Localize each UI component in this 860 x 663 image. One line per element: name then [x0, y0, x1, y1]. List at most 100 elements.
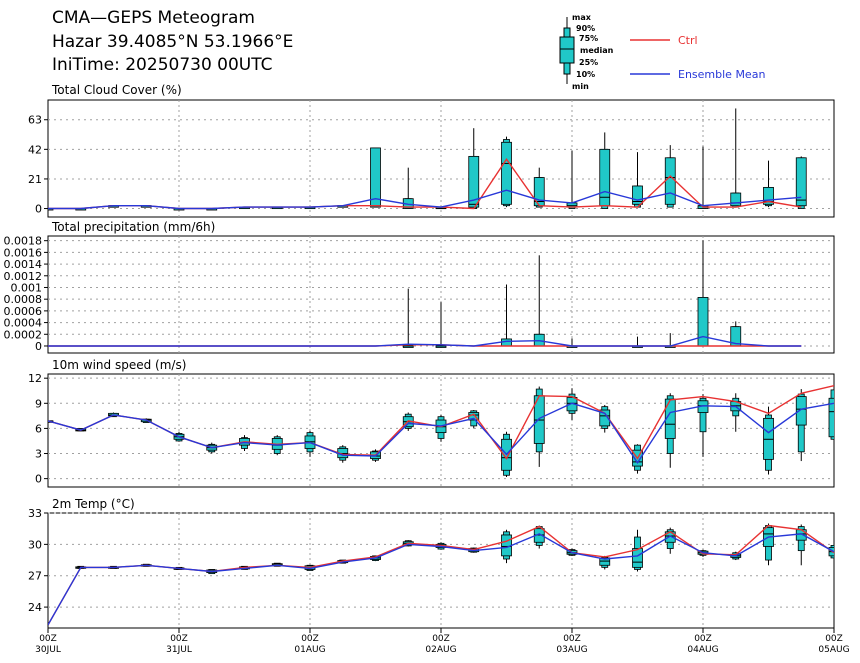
box-iqr: [599, 409, 611, 427]
legend-p10-label: 10%: [576, 70, 595, 79]
y-tick-label: 3: [35, 448, 42, 461]
precipitation-title: Total precipitation (mm/6h): [51, 220, 215, 234]
ensemble-box: [599, 555, 611, 570]
box-iqr: [501, 141, 512, 205]
x-tick-hour: 00Z: [39, 634, 57, 644]
ensemble-box: [730, 321, 742, 347]
x-tick-hour: 00Z: [563, 634, 581, 644]
plot-frame: [47, 99, 835, 218]
x-tick-hour: 00Z: [694, 634, 712, 644]
ensemble-box: [795, 156, 807, 209]
ensemble-box: [501, 529, 512, 564]
box-iqr: [828, 397, 834, 438]
box-iqr: [795, 157, 807, 207]
ensemble-mean-line: [48, 335, 802, 347]
legend-max-label: max: [572, 13, 592, 22]
x-tick-date: 05AUG: [818, 645, 849, 655]
y-tick-label: 0.0012: [4, 270, 43, 283]
wind-speed-panel: 10m wind speed (m/s) 0 3 6 9 12: [28, 358, 835, 488]
ensemble-box: [599, 132, 611, 209]
init-time-label: IniTime: 20250730 00UTC: [52, 55, 273, 75]
x-tick-date: 31JUL: [166, 645, 192, 655]
ensemble-box: [501, 136, 512, 208]
legend: max 90% 75% median 25% 10% min Ctrl Ense…: [559, 13, 765, 91]
ensemble-box: [435, 302, 447, 348]
legend-min-label: min: [572, 82, 589, 91]
wind-speed-title: 10m wind speed (m/s): [52, 358, 186, 372]
y-tick-label: 27: [28, 570, 42, 583]
y-tick-label: 6: [35, 422, 42, 435]
temperature-title: 2m Temp (°C): [52, 497, 135, 511]
x-tick-date: 02AUG: [425, 645, 456, 655]
y-tick-label: 33: [28, 507, 42, 520]
y-tick-label: 9: [35, 397, 42, 410]
ensemble-box: [632, 152, 643, 208]
ensemble-mean-line: [48, 189, 802, 210]
legend-p90-label: 90%: [576, 24, 595, 33]
y-tick-label: 0.0014: [4, 258, 43, 271]
plot-area: [48, 523, 834, 626]
x-tick-hour: 00Z: [170, 634, 188, 644]
box-iqr: [763, 186, 774, 205]
y-tick-label: 0.001: [11, 281, 43, 294]
legend-ctrl-label: Ctrl: [678, 34, 698, 47]
y-tick-label: 30: [28, 538, 42, 551]
legend-median-label: median: [580, 46, 614, 55]
y-tick-label: 0.0004: [4, 317, 43, 330]
y-tick-label: 12: [28, 372, 42, 385]
y-tick-label: 21: [28, 173, 42, 186]
box-iqr: [370, 147, 381, 208]
y-tick-label: 0: [35, 340, 42, 353]
x-tick-date: 30JUL: [35, 645, 61, 655]
box-iqr: [664, 398, 676, 439]
ensemble-box: [697, 394, 709, 457]
plot-area: [48, 384, 834, 477]
ensemble-box: [402, 288, 414, 348]
box-iqr: [632, 185, 643, 205]
x-tick-date: 04AUG: [687, 645, 718, 655]
cloud-cover-title: Total Cloud Cover (%): [51, 83, 182, 97]
x-tick-date: 03AUG: [556, 645, 587, 655]
box-p10-p90: [699, 397, 707, 433]
plot-area: [48, 108, 807, 211]
y-tick-label: 0: [35, 203, 42, 216]
chart-title: CMA—GEPS Meteogram: [52, 8, 255, 28]
x-tick-hour: 00Z: [301, 634, 319, 644]
temperature-panel: 2m Temp (°C) 24 27 30 33: [28, 497, 835, 629]
legend-iqr-box: [559, 36, 575, 64]
ensemble-box: [763, 406, 774, 475]
x-tick-hour: 00Z: [432, 634, 450, 644]
plot-area: [48, 240, 802, 348]
box-iqr: [48, 208, 54, 211]
ensemble-mean-line: [48, 402, 834, 464]
y-tick-label: 0: [35, 473, 42, 486]
legend-p25-label: 25%: [579, 58, 598, 67]
ensemble-box: [763, 160, 774, 208]
box-iqr: [664, 157, 676, 205]
y-tick-label: 0.0008: [4, 293, 43, 306]
legend-p75-label: 75%: [579, 34, 598, 43]
box-iqr: [468, 155, 480, 208]
y-tick-label: 0.0016: [4, 246, 43, 259]
location-label: Hazar 39.4085°N 53.1966°E: [52, 32, 293, 52]
box-iqr: [697, 297, 709, 347]
x-tick-date: 01AUG: [294, 645, 325, 655]
y-tick-label: 0.0018: [4, 235, 43, 248]
ensemble-box: [664, 393, 676, 468]
cloud-cover-panel: Total Cloud Cover (%) 0 21 42 63: [28, 83, 835, 218]
y-tick-label: 63: [28, 114, 42, 127]
x-tick-hour: 00Z: [825, 634, 843, 644]
ensemble-box: [632, 529, 643, 572]
precipitation-panel: Total precipitation (mm/6h) 00.00020.000…: [4, 220, 835, 354]
ensemble-box: [828, 384, 834, 440]
box-iqr: [730, 192, 742, 207]
ensemble-mean-line: [48, 533, 834, 626]
y-tick-label: 0.0002: [4, 328, 43, 341]
legend-mean-label: Ensemble Mean: [678, 68, 765, 81]
box-iqr: [632, 548, 643, 568]
y-tick-label: 24: [28, 601, 42, 614]
box-iqr: [795, 396, 807, 426]
time-axis: 00Z30JUL00Z31JUL00Z01AUG00Z02AUG00Z03AUG…: [35, 628, 850, 655]
box-iqr: [599, 557, 611, 566]
